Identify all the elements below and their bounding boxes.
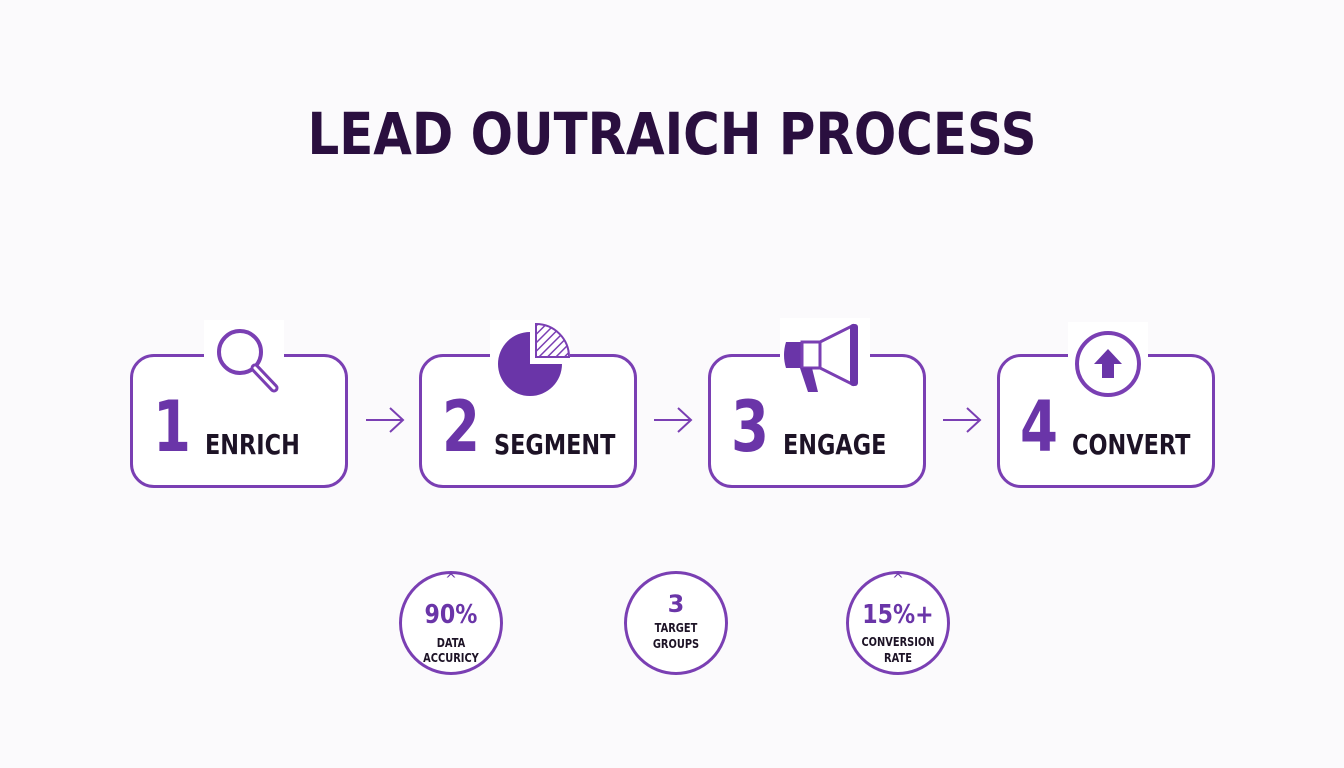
step-number: 3: [731, 386, 770, 468]
pie-chart-icon: [490, 320, 571, 400]
step-number: 4: [1020, 386, 1059, 468]
step-label: ENRICH: [205, 428, 300, 461]
megaphone-icon: [780, 318, 870, 398]
stat-caption: TARGET: [654, 621, 698, 635]
stat-caption: CONVERSION: [861, 635, 935, 649]
step-number: 2: [442, 386, 481, 468]
magnifier-icon: [204, 320, 284, 400]
up-caret-icon: ^: [892, 572, 904, 588]
step-label: ENGAGE: [783, 428, 887, 461]
stat-value: 15%+: [862, 600, 934, 630]
arrow-right-icon: [366, 407, 405, 433]
stat-value: 3: [667, 590, 685, 618]
stat-caption: DATA ACCURICY: [423, 636, 479, 665]
stat-caption-2: GROUPS: [652, 637, 700, 651]
arrow-right-icon: [654, 407, 693, 433]
stat-caption-2: RATE: [884, 651, 912, 665]
step-engage: 3 ENGAGE: [708, 354, 926, 488]
stat-data-accuracy: ^ 90% DATA ACCURICY: [399, 571, 503, 675]
up-arrow-circle-icon: [1068, 322, 1148, 402]
stat-target-groups: 3 TARGET GROUPS: [624, 571, 728, 675]
stat-conversion-rate: ^ 15%+ CONVERSION RATE: [846, 571, 950, 675]
up-caret-icon: ^: [445, 572, 457, 588]
page-title: LEAD OUTRAICH PROCESS: [307, 100, 1037, 168]
step-number: 1: [153, 386, 192, 468]
stat-value: 90%: [424, 600, 478, 630]
step-label: CONVERT: [1072, 428, 1191, 461]
arrow-right-icon: [943, 407, 982, 433]
step-label: SEGMENT: [494, 428, 616, 461]
